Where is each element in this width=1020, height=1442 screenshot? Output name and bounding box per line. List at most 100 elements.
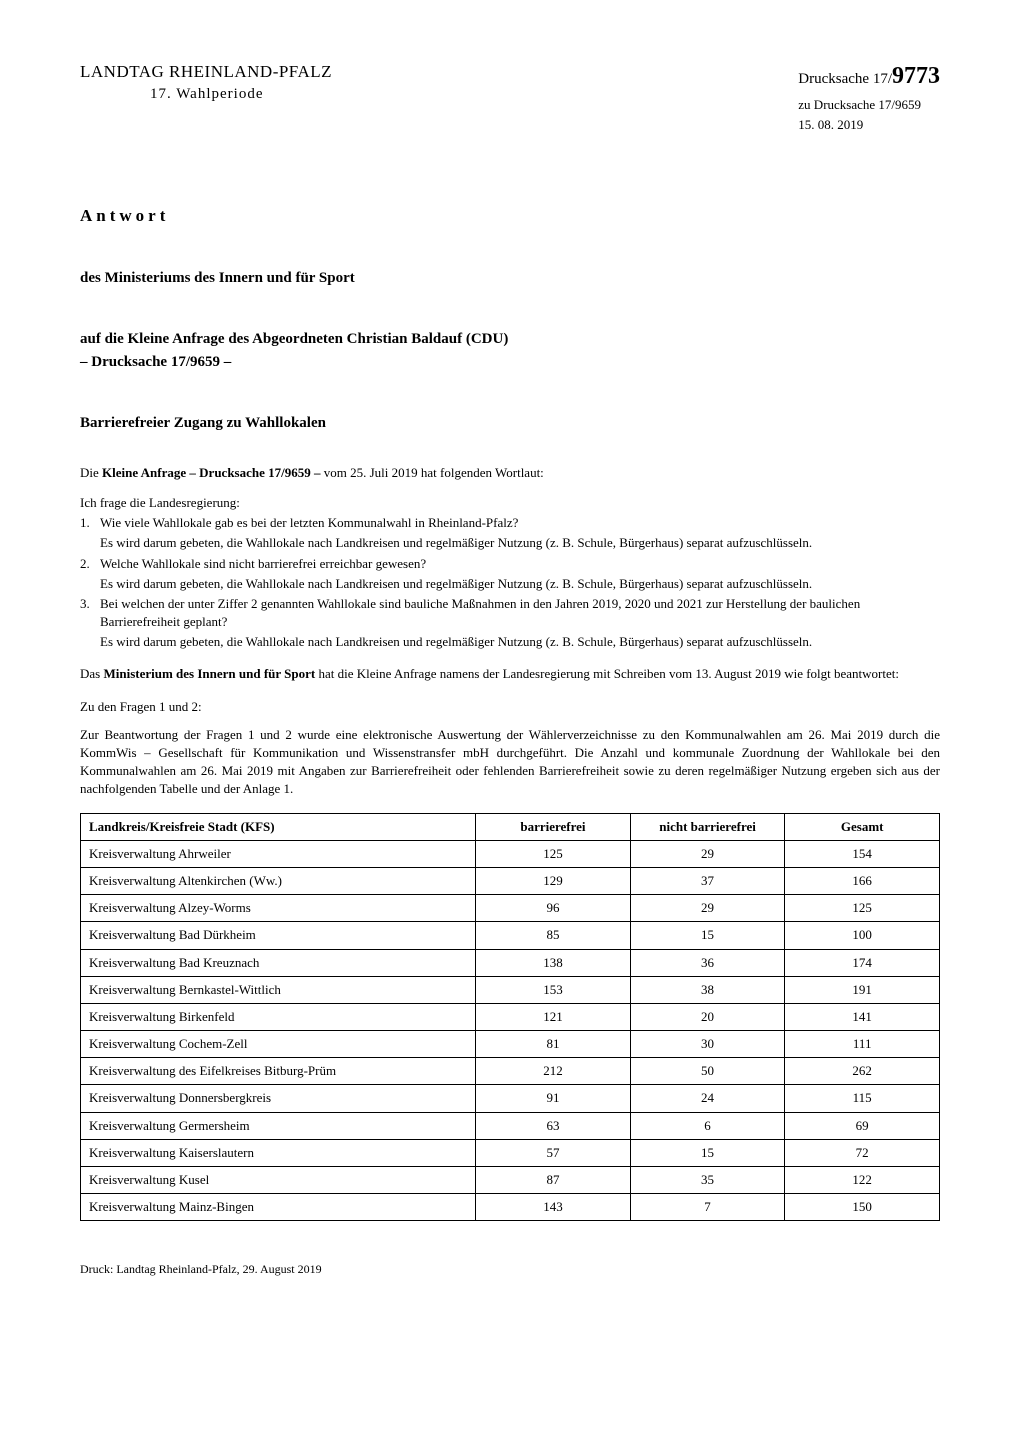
table-cell: Kreisverwaltung Donnersbergkreis xyxy=(81,1085,476,1112)
table-cell: 38 xyxy=(630,976,785,1003)
table-cell: Kreisverwaltung Kaiserslautern xyxy=(81,1139,476,1166)
table-row: Kreisverwaltung Altenkirchen (Ww.)129371… xyxy=(81,867,940,894)
table-row: Kreisverwaltung Kaiserslautern571572 xyxy=(81,1139,940,1166)
table-cell: 37 xyxy=(630,867,785,894)
table-cell: Kreisverwaltung Alzey-Worms xyxy=(81,895,476,922)
table-cell: 96 xyxy=(476,895,631,922)
landtag-title: LANDTAG RHEINLAND-PFALZ xyxy=(80,60,332,84)
table-cell: 100 xyxy=(785,922,940,949)
intro-prefix: Die xyxy=(80,465,102,480)
frage-text: Welche Wahllokale sind nicht barrierefre… xyxy=(100,555,940,573)
table-row: Kreisverwaltung Kusel8735122 xyxy=(81,1167,940,1194)
table-cell: 212 xyxy=(476,1058,631,1085)
table-cell: 69 xyxy=(785,1112,940,1139)
table-cell: 262 xyxy=(785,1058,940,1085)
table-cell: 15 xyxy=(630,1139,785,1166)
wahlperiode: 17. Wahlperiode xyxy=(150,84,332,105)
table-cell: Kreisverwaltung Birkenfeld xyxy=(81,1003,476,1030)
frage-main: 1.Wie viele Wahllokale gab es bei der le… xyxy=(80,514,940,532)
table-row: Kreisverwaltung Germersheim63669 xyxy=(81,1112,940,1139)
drucksache-main: Drucksache 17/9773 xyxy=(798,60,940,94)
table-header-cell: Landkreis/Kreisfreie Stadt (KFS) xyxy=(81,813,476,840)
document-title: Barrierefreier Zugang zu Wahllokalen xyxy=(80,413,940,434)
header-right: Drucksache 17/9773 zu Drucksache 17/9659… xyxy=(798,60,940,134)
table-cell: 24 xyxy=(630,1085,785,1112)
frage-text: Wie viele Wahllokale gab es bei der letz… xyxy=(100,514,940,532)
table-cell: Kreisverwaltung Germersheim xyxy=(81,1112,476,1139)
table-cell: 138 xyxy=(476,949,631,976)
drucksache-date: 15. 08. 2019 xyxy=(798,116,940,134)
table-cell: 30 xyxy=(630,1031,785,1058)
drucksache-number: 9773 xyxy=(892,63,940,89)
table-row: Kreisverwaltung des Eifelkreises Bitburg… xyxy=(81,1058,940,1085)
table-cell: 87 xyxy=(476,1167,631,1194)
table-cell: Kreisverwaltung Bernkastel-Wittlich xyxy=(81,976,476,1003)
table-cell: 129 xyxy=(476,867,631,894)
beantwortung-text: Zur Beantwortung der Fragen 1 und 2 wurd… xyxy=(80,726,940,799)
frage-text: Bei welchen der unter Ziffer 2 genannten… xyxy=(100,595,940,631)
table-cell: 15 xyxy=(630,922,785,949)
table-cell: 141 xyxy=(785,1003,940,1030)
frage-number: 2. xyxy=(80,555,100,573)
table-cell: 121 xyxy=(476,1003,631,1030)
table-cell: 174 xyxy=(785,949,940,976)
table-cell: 111 xyxy=(785,1031,940,1058)
ministry-response-bold: Ministerium des Innern und für Sport xyxy=(103,666,315,681)
zu-fragen: Zu den Fragen 1 und 2: xyxy=(80,698,940,716)
table-row: Kreisverwaltung Cochem-Zell8130111 xyxy=(81,1031,940,1058)
intro-line: Die Kleine Anfrage – Drucksache 17/9659 … xyxy=(80,464,940,482)
table-cell: 36 xyxy=(630,949,785,976)
table-cell: 6 xyxy=(630,1112,785,1139)
table-cell: 154 xyxy=(785,840,940,867)
drucksache-label: Drucksache 17/ xyxy=(798,71,892,87)
table-header-cell: Gesamt xyxy=(785,813,940,840)
table-cell: 166 xyxy=(785,867,940,894)
ministry-heading: des Ministeriums des Innern und für Spor… xyxy=(80,268,940,289)
anfrage-heading: auf die Kleine Anfrage des Abgeordneten … xyxy=(80,329,940,350)
table-cell: 143 xyxy=(476,1194,631,1221)
frage-main: 3.Bei welchen der unter Ziffer 2 genannt… xyxy=(80,595,940,631)
table-cell: 81 xyxy=(476,1031,631,1058)
table-row: Kreisverwaltung Alzey-Worms9629125 xyxy=(81,895,940,922)
document-header: LANDTAG RHEINLAND-PFALZ 17. Wahlperiode … xyxy=(80,60,940,134)
table-cell: Kreisverwaltung Bad Dürkheim xyxy=(81,922,476,949)
ministry-response-suffix: hat die Kleine Anfrage namens der Landes… xyxy=(315,666,899,681)
table-cell: 150 xyxy=(785,1194,940,1221)
table-cell: Kreisverwaltung Kusel xyxy=(81,1167,476,1194)
fragen-list: 1.Wie viele Wahllokale gab es bei der le… xyxy=(80,514,940,651)
frage-sub: Es wird darum gebeten, die Wahllokale na… xyxy=(100,534,940,552)
frage-item: 1.Wie viele Wahllokale gab es bei der le… xyxy=(80,514,940,552)
table-cell: 91 xyxy=(476,1085,631,1112)
table-cell: 20 xyxy=(630,1003,785,1030)
table-cell: 7 xyxy=(630,1194,785,1221)
header-left: LANDTAG RHEINLAND-PFALZ 17. Wahlperiode xyxy=(80,60,332,105)
table-cell: 29 xyxy=(630,840,785,867)
frage-number: 3. xyxy=(80,595,100,631)
drucksache-ref-heading: – Drucksache 17/9659 – xyxy=(80,352,940,373)
table-row: Kreisverwaltung Ahrweiler12529154 xyxy=(81,840,940,867)
table-cell: Kreisverwaltung Cochem-Zell xyxy=(81,1031,476,1058)
table-row: Kreisverwaltung Mainz-Bingen1437150 xyxy=(81,1194,940,1221)
footer: Druck: Landtag Rheinland-Pfalz, 29. Augu… xyxy=(80,1261,940,1278)
table-cell: Kreisverwaltung Bad Kreuznach xyxy=(81,949,476,976)
frage-item: 3.Bei welchen der unter Ziffer 2 genannt… xyxy=(80,595,940,652)
table-cell: 191 xyxy=(785,976,940,1003)
intro-bold: Kleine Anfrage – Drucksache 17/9659 – xyxy=(102,465,320,480)
drucksache-ref: zu Drucksache 17/9659 xyxy=(798,96,940,114)
frage-intro: Ich frage die Landesregierung: xyxy=(80,494,940,512)
table-cell: 122 xyxy=(785,1167,940,1194)
data-table: Landkreis/Kreisfreie Stadt (KFS)barriere… xyxy=(80,813,940,1222)
table-header-cell: nicht barrierefrei xyxy=(630,813,785,840)
table-cell: Kreisverwaltung Altenkirchen (Ww.) xyxy=(81,867,476,894)
table-cell: 125 xyxy=(785,895,940,922)
table-cell: 125 xyxy=(476,840,631,867)
table-cell: Kreisverwaltung des Eifelkreises Bitburg… xyxy=(81,1058,476,1085)
table-cell: Kreisverwaltung Mainz-Bingen xyxy=(81,1194,476,1221)
antwort-heading: Antwort xyxy=(80,204,940,228)
ministry-response-prefix: Das xyxy=(80,666,103,681)
table-header-row: Landkreis/Kreisfreie Stadt (KFS)barriere… xyxy=(81,813,940,840)
table-row: Kreisverwaltung Birkenfeld12120141 xyxy=(81,1003,940,1030)
table-cell: 153 xyxy=(476,976,631,1003)
table-cell: 35 xyxy=(630,1167,785,1194)
table-cell: 63 xyxy=(476,1112,631,1139)
